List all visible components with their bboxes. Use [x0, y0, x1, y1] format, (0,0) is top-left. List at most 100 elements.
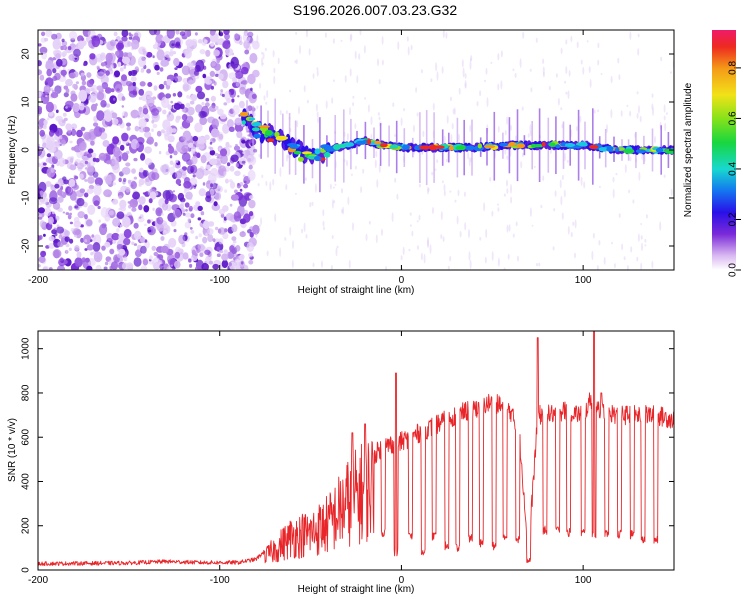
faint-speckle [440, 211, 443, 221]
faint-speckle [296, 120, 299, 128]
faint-speckle [567, 90, 570, 99]
noise-speckle [138, 204, 143, 211]
noise-speckle [195, 85, 203, 93]
faint-speckle [529, 131, 532, 136]
noise-speckle [119, 199, 127, 209]
noise-speckle [138, 96, 143, 100]
noise-speckle [230, 194, 239, 201]
noise-speckle [123, 228, 132, 239]
noise-speckle [96, 110, 105, 121]
faint-speckle [591, 250, 594, 261]
faint-speckle [346, 132, 349, 141]
noise-speckle [144, 158, 153, 166]
noise-speckle [131, 241, 135, 246]
noise-speckle [65, 78, 73, 87]
noise-speckle [190, 213, 195, 219]
noise-speckle [229, 88, 237, 99]
noise-speckle [138, 88, 145, 96]
noise-speckle [39, 74, 45, 81]
signal-peak-blob [499, 142, 509, 147]
noise-speckle [133, 157, 138, 162]
noise-speckle [181, 114, 188, 121]
noise-speckle [68, 72, 76, 79]
spectrogram-x-tick-label: 0 [399, 275, 405, 286]
noise-speckle [210, 85, 214, 90]
faint-speckle [579, 115, 582, 123]
faint-speckle [468, 251, 471, 261]
noise-speckle [119, 144, 125, 151]
noise-speckle [129, 198, 138, 208]
noise-speckle [241, 140, 246, 144]
noise-speckle [216, 246, 221, 251]
noise-speckle [76, 251, 82, 259]
faint-speckle [568, 70, 571, 77]
faint-speckle [272, 178, 275, 186]
faint-speckle [559, 179, 562, 189]
noise-speckle [87, 148, 94, 154]
faint-speckle [538, 262, 541, 267]
noise-speckle [77, 211, 85, 219]
noise-speckle [185, 102, 191, 108]
signal-peak-blob [345, 144, 351, 148]
noise-speckle [208, 105, 217, 112]
faint-speckle [510, 124, 512, 131]
spectrogram-y-tick-label: -10 [21, 190, 32, 205]
faint-speckle [598, 185, 601, 189]
faint-speckle [570, 232, 573, 238]
noise-speckle [205, 97, 210, 102]
faint-speckle [378, 164, 381, 173]
noise-speckle [204, 134, 210, 141]
noise-speckle [212, 182, 218, 189]
faint-speckle [418, 214, 421, 221]
faint-speckle [446, 115, 449, 124]
noise-speckle [144, 146, 153, 154]
noise-speckle [110, 261, 119, 270]
noise-speckle [234, 33, 239, 39]
faint-speckle [350, 173, 353, 176]
noise-speckle [207, 228, 214, 235]
noise-speckle [38, 214, 42, 218]
noise-speckle [173, 229, 177, 233]
noise-speckle [215, 73, 219, 77]
faint-speckle [563, 189, 566, 198]
faint-speckle [456, 215, 459, 225]
snr-frame [37, 330, 675, 571]
noise-speckle [202, 236, 208, 244]
faint-speckle [381, 36, 384, 45]
noise-speckle [244, 193, 252, 201]
faint-speckle [381, 228, 383, 236]
noise-speckle [65, 100, 74, 108]
noise-speckle [112, 136, 120, 145]
signal-peak-blob [655, 147, 664, 153]
noise-speckle [91, 84, 98, 92]
snr-y-tick-label: 600 [21, 428, 32, 445]
noise-speckle [197, 217, 202, 221]
faint-speckle [651, 103, 654, 110]
faint-speckle [641, 242, 643, 252]
noise-speckle [194, 253, 198, 257]
faint-speckle [583, 181, 586, 189]
noise-speckle [125, 187, 131, 193]
noise-speckle [194, 265, 202, 270]
noise-speckle [52, 211, 55, 215]
noise-speckle [95, 158, 100, 163]
faint-speckle [497, 207, 500, 212]
noise-speckle [190, 230, 195, 234]
noise-speckle [87, 30, 96, 38]
noise-speckle [166, 112, 175, 122]
faint-speckle [359, 30, 362, 36]
faint-speckle [411, 230, 414, 237]
noise-speckle [45, 95, 48, 98]
faint-speckle [580, 176, 583, 186]
faint-speckle [394, 134, 396, 137]
faint-speckle [344, 75, 347, 83]
noise-speckle [229, 181, 236, 189]
noise-speckle [42, 124, 47, 130]
noise-speckle [247, 73, 256, 85]
faint-speckle [266, 250, 269, 257]
noise-speckle [244, 49, 250, 55]
noise-speckle [175, 178, 182, 185]
noise-speckle [195, 235, 199, 240]
noise-speckle [96, 91, 105, 101]
faint-speckle [567, 225, 570, 235]
